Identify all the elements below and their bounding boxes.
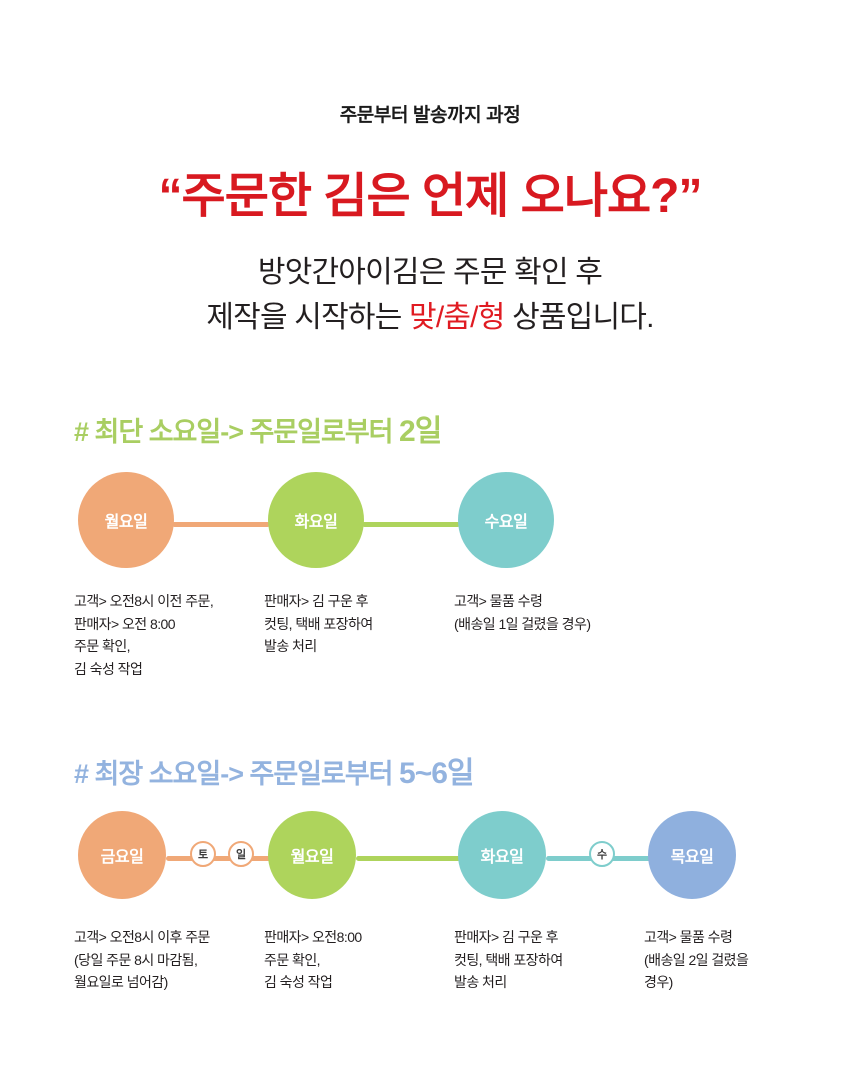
flow-caption: 판매자> 오전8:00 주문 확인, 김 숙성 작업 [264,929,362,991]
flow-connector [166,856,274,861]
flow-caption: 고객> 오전8시 이전 주문, 판매자> 오전 8:00 주문 확인, 김 숙성… [74,593,214,678]
subtitle-line-2: 제작을 시작하는 맞/춤/형 상품입니다. [0,295,860,340]
flow-node-월요일: 월요일 [268,811,356,899]
flow-connector [362,522,460,527]
flow-node-화요일: 화요일 [458,811,546,899]
flow-caption: 고객> 오전8시 이후 주문 (당일 주문 8시 마감됨, 월요일로 넘어감) [74,929,210,991]
flow-node-금요일: 금요일 [78,811,166,899]
section-heading-shortest: # 최단 소요일-> 주문일로부터 2일 [74,406,442,450]
eyebrow-text: 주문부터 발송까지 과정 [339,105,521,126]
subtitle-line-2-suffix: 상품입니다. [504,301,654,334]
subtitle-line-2-prefix: 제작을 시작하는 [206,301,410,334]
section-heading-longest-text: # 최장 소요일-> 주문일로부터 [74,759,400,789]
subtitle-highlight: 맞/춤/형 [409,301,505,334]
flow-caption: 고객> 물품 수령 (배송일 2일 걸렸을 경우) [644,929,749,991]
section-heading-shortest-text: # 최단 소요일-> 주문일로부터 [74,417,400,447]
section-heading-longest-number: 5~6일 [399,757,474,790]
flow-mini-node-수: 수 [589,841,615,867]
flow-caption: 고객> 물품 수령 (배송일 1일 걸렸을 경우) [454,593,591,632]
flow-connector [356,856,464,861]
flow-mini-node-일: 일 [228,841,254,867]
subtitle-line-1: 방앗간아이김은 주문 확인 후 [257,256,603,289]
flow-node-화요일: 화요일 [268,472,364,568]
section-heading-shortest-number: 2일 [399,415,442,448]
subtitle: 방앗간아이김은 주문 확인 후 제작을 시작하는 맞/춤/형 상품입니다. [0,250,860,340]
flow-caption: 판매자> 김 구운 후 컷팅, 택배 포장하여 발송 처리 [264,593,373,655]
flow-mini-node-토: 토 [190,841,216,867]
section-heading-longest: # 최장 소요일-> 주문일로부터 5~6일 [74,748,475,792]
flow-caption: 판매자> 김 구운 후 컷팅, 택배 포장하여 발송 처리 [454,929,563,991]
flow-diagram-longest: 금요일 월요일 화요일 목요일 토 일 수 [0,806,860,916]
flow-node-수요일: 수요일 [458,472,554,568]
page-title: “주문한 김은 언제 오나요?” [158,170,703,223]
flow-node-목요일: 목요일 [648,811,736,899]
flow-node-월요일: 월요일 [78,472,174,568]
flow-connector [172,522,270,527]
flow-diagram-shortest: 월요일 화요일 수요일 [0,472,860,582]
